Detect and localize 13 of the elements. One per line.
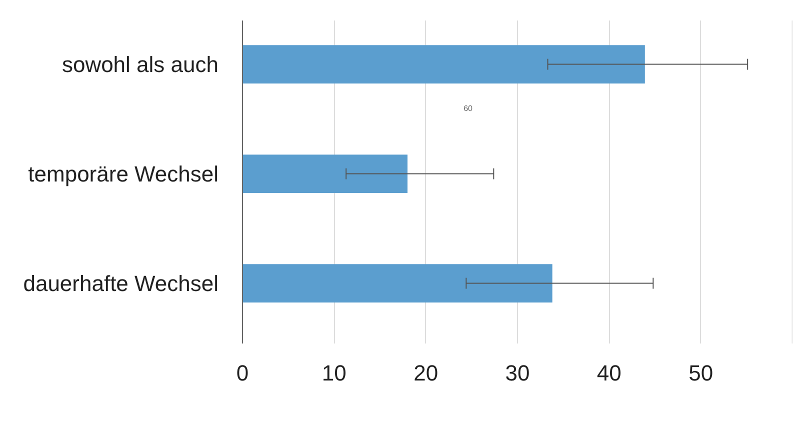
y-tick-label: temporäre Wechsel [28,161,219,186]
x-tick-label: 0 [236,360,249,386]
bar [242,264,552,302]
bar [242,154,408,193]
x-tick-label: 50 [688,360,714,386]
y-tick-label: sowohl als auch [62,52,219,77]
x-tick-label: 40 [596,360,622,386]
bar [242,45,645,84]
y-tick-label: dauerhafte Wechsel [23,270,219,296]
x-tick-label: 20 [414,360,438,386]
annotation: 60 [464,104,474,114]
x-tick-label: 30 [505,360,530,386]
x-tick-label: 10 [322,360,346,386]
